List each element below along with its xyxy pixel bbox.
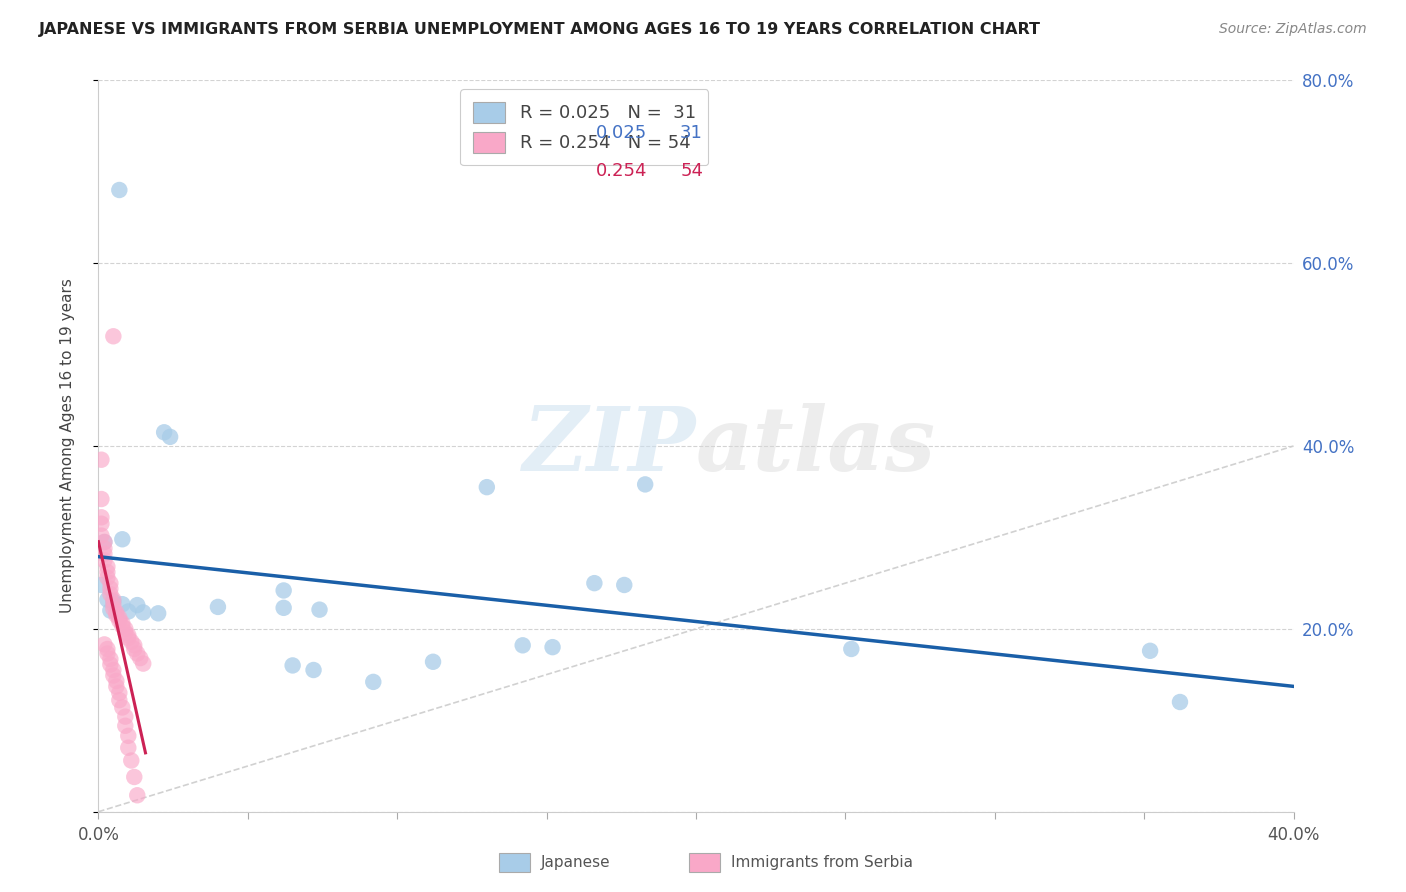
Point bbox=[114, 622, 136, 636]
Point bbox=[159, 430, 181, 444]
Legend: R = 0.025   N =  31, R = 0.254   N = 54: R = 0.025 N = 31, R = 0.254 N = 54 bbox=[460, 89, 709, 165]
Point bbox=[105, 680, 128, 694]
Point bbox=[105, 606, 128, 620]
Point bbox=[583, 576, 606, 591]
Point bbox=[98, 587, 122, 601]
Point bbox=[127, 598, 149, 612]
Point bbox=[96, 642, 118, 657]
Point bbox=[93, 553, 115, 567]
Point bbox=[93, 541, 115, 556]
Point bbox=[103, 329, 125, 343]
Point bbox=[98, 582, 122, 596]
Point bbox=[93, 535, 115, 549]
Point bbox=[153, 425, 176, 440]
Point bbox=[117, 729, 139, 743]
Text: 0.254: 0.254 bbox=[596, 162, 647, 180]
Point bbox=[108, 611, 131, 625]
Point bbox=[117, 631, 139, 645]
Point bbox=[93, 637, 115, 651]
Text: 0.025: 0.025 bbox=[596, 124, 647, 142]
Point bbox=[98, 652, 122, 666]
Point bbox=[90, 516, 112, 531]
Point bbox=[90, 510, 112, 524]
Point bbox=[127, 647, 149, 661]
Point bbox=[90, 491, 112, 506]
Point bbox=[124, 770, 146, 784]
Point bbox=[90, 452, 112, 467]
Text: 54: 54 bbox=[681, 162, 703, 180]
Point bbox=[148, 607, 170, 621]
Point bbox=[132, 606, 155, 620]
Point bbox=[90, 578, 112, 592]
Point bbox=[93, 547, 115, 561]
Point bbox=[90, 528, 112, 542]
Text: atlas: atlas bbox=[696, 403, 936, 489]
Point bbox=[613, 578, 636, 592]
Point bbox=[96, 559, 118, 574]
Point bbox=[103, 601, 125, 615]
Point bbox=[93, 535, 115, 549]
Point bbox=[96, 565, 118, 579]
Point bbox=[273, 600, 295, 615]
Point bbox=[124, 638, 146, 652]
Point bbox=[114, 625, 136, 640]
Point bbox=[103, 663, 125, 677]
Text: JAPANESE VS IMMIGRANTS FROM SERBIA UNEMPLOYMENT AMONG AGES 16 TO 19 YEARS CORREL: JAPANESE VS IMMIGRANTS FROM SERBIA UNEMP… bbox=[39, 22, 1042, 37]
Text: Source: ZipAtlas.com: Source: ZipAtlas.com bbox=[1219, 22, 1367, 37]
Point bbox=[98, 603, 122, 617]
Point bbox=[117, 740, 139, 755]
Point bbox=[363, 674, 385, 689]
Point bbox=[103, 668, 125, 682]
Point bbox=[103, 592, 125, 607]
Point bbox=[111, 533, 134, 547]
Point bbox=[117, 605, 139, 619]
Point bbox=[105, 608, 128, 623]
Point bbox=[308, 602, 330, 616]
Point bbox=[541, 640, 564, 655]
Point bbox=[108, 686, 131, 700]
Text: 31: 31 bbox=[681, 124, 703, 142]
Point bbox=[111, 597, 134, 611]
Point bbox=[120, 634, 142, 648]
Point bbox=[475, 480, 498, 494]
Point bbox=[108, 183, 131, 197]
Point bbox=[98, 576, 122, 591]
Point bbox=[105, 673, 128, 688]
Point bbox=[111, 616, 134, 631]
Point bbox=[96, 571, 118, 585]
Y-axis label: Unemployment Among Ages 16 to 19 years: Unemployment Among Ages 16 to 19 years bbox=[60, 278, 75, 614]
Point bbox=[114, 719, 136, 733]
Point bbox=[132, 657, 155, 671]
Point bbox=[127, 789, 149, 803]
Point bbox=[111, 700, 134, 714]
Point bbox=[302, 663, 325, 677]
Text: Immigrants from Serbia: Immigrants from Serbia bbox=[731, 855, 912, 870]
Point bbox=[108, 693, 131, 707]
Point bbox=[98, 657, 122, 672]
Point bbox=[281, 658, 304, 673]
Point bbox=[841, 642, 863, 657]
Point bbox=[108, 614, 131, 628]
Point bbox=[111, 619, 134, 633]
Text: Japanese: Japanese bbox=[541, 855, 612, 870]
Point bbox=[273, 583, 295, 598]
Point bbox=[512, 638, 534, 652]
Point bbox=[422, 655, 444, 669]
Text: ZIP: ZIP bbox=[523, 403, 696, 489]
Point bbox=[96, 647, 118, 661]
Point bbox=[1168, 695, 1191, 709]
Point bbox=[114, 709, 136, 723]
Point bbox=[96, 592, 118, 607]
Point bbox=[634, 477, 657, 491]
Point bbox=[103, 594, 125, 608]
Point bbox=[103, 597, 125, 611]
Point bbox=[117, 628, 139, 642]
Point bbox=[120, 754, 142, 768]
Point bbox=[124, 642, 146, 657]
Point bbox=[129, 651, 152, 665]
Point bbox=[1139, 644, 1161, 658]
Point bbox=[207, 599, 229, 614]
